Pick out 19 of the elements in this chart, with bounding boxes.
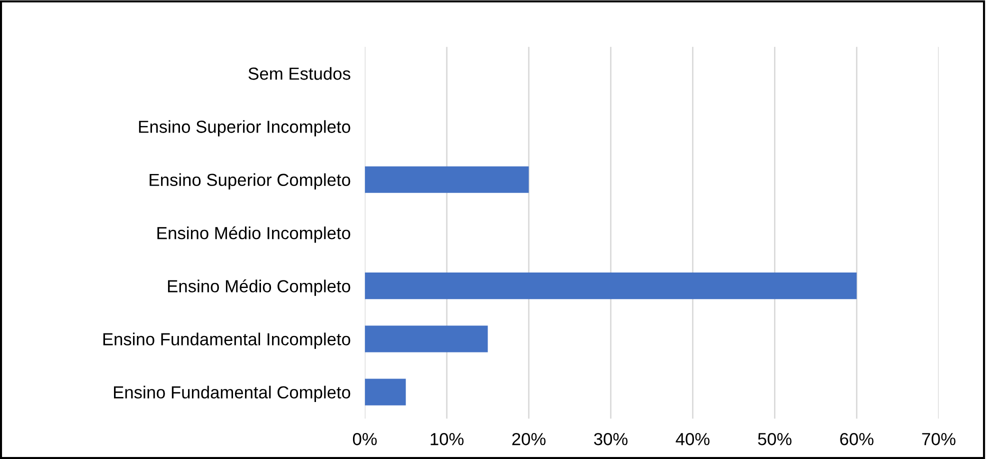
x-tick-label: 30% xyxy=(594,432,628,446)
bar xyxy=(364,166,529,193)
bar xyxy=(364,272,857,300)
y-tick-label: Ensino Médio Completo xyxy=(168,279,350,296)
x-tick-label: 0% xyxy=(352,432,377,446)
x-tick-label: 50% xyxy=(758,432,792,446)
y-tick-label: Ensino Superior Incompleto xyxy=(139,120,350,136)
x-tick-label: 20% xyxy=(512,432,546,446)
y-tick-label: Ensino Fundamental Completo xyxy=(114,386,350,402)
bar xyxy=(364,326,488,352)
x-tick-label: 70% xyxy=(922,432,956,446)
x-tick-label: 40% xyxy=(676,432,710,446)
x-tick-label: 60% xyxy=(840,432,874,446)
y-tick-label: Ensino Superior Completo xyxy=(150,173,350,190)
y-tick-label: Sem Estudos xyxy=(248,67,350,80)
y-tick-label: Ensino Fundamental Incompleto xyxy=(103,332,350,349)
bar xyxy=(364,378,406,406)
x-tick-label: 10% xyxy=(430,432,464,446)
y-tick-label: Ensino Médio Incompleto xyxy=(157,226,350,243)
